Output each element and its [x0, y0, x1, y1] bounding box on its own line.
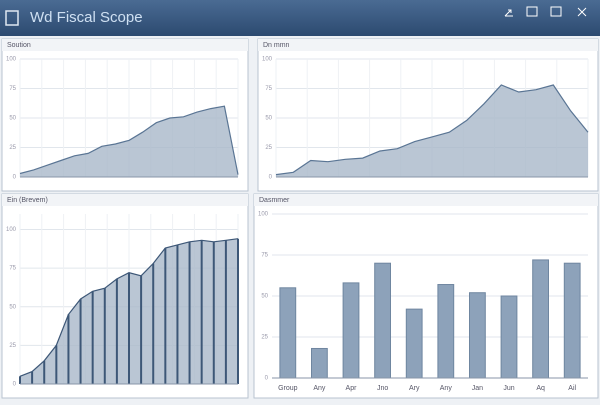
bar [279, 287, 297, 379]
y-tick-label: 0 [265, 376, 269, 382]
y-tick-label: 50 [265, 116, 272, 122]
y-tick-label: 75 [261, 253, 268, 259]
bar [469, 292, 486, 379]
x-tick-label: Ary [409, 385, 420, 392]
x-tick-label: Jan [472, 385, 483, 392]
x-tick-label: Jun [503, 385, 514, 392]
panel-title: Dn mmn [263, 42, 290, 49]
y-tick-label: 75 [9, 86, 16, 92]
y-tick-label: 100 [6, 227, 17, 233]
y-tick-label: 50 [9, 116, 16, 122]
y-tick-label: 0 [13, 175, 17, 181]
close-button[interactable] [577, 7, 587, 17]
bar [532, 259, 550, 379]
y-tick-label: 75 [9, 266, 16, 272]
bar [500, 295, 518, 379]
panel-header [2, 194, 248, 206]
panel-title: Ein (Brevem) [7, 197, 48, 204]
x-tick-label: Ail [568, 385, 576, 392]
y-tick-label: 0 [269, 175, 273, 181]
panel-header [254, 194, 598, 206]
y-tick-label: 25 [265, 145, 272, 151]
panel-header [2, 39, 248, 51]
area [20, 106, 238, 177]
x-tick-label: Aq [536, 385, 545, 392]
panels: Soution 0 25 50 75 100 Dn mmn 0 25 50 75 100 Ein (Br… [1, 38, 599, 399]
app-icon [5, 10, 19, 26]
y-tick-label: 100 [262, 57, 273, 63]
bar [374, 262, 392, 379]
y-tick-label: 100 [258, 212, 269, 218]
y-tick-label: 25 [9, 343, 16, 349]
icon-button[interactable] [550, 6, 562, 17]
x-tick-label: Apr [346, 385, 358, 392]
x-tick-label: Any [313, 385, 326, 392]
panel-title: Soution [7, 42, 31, 49]
bar [405, 308, 423, 379]
panel-header [258, 39, 598, 51]
icon-button[interactable] [526, 6, 538, 17]
y-tick-label: 75 [265, 86, 272, 92]
y-tick-label: 50 [9, 304, 16, 310]
line [19, 105, 239, 175]
icon-button[interactable] [504, 9, 513, 17]
x-tick-label: Any [440, 385, 453, 392]
y-tick-label: 100 [6, 57, 17, 63]
bar [437, 284, 455, 379]
area [276, 85, 588, 177]
header-title: Wd Fiscal Scope [30, 9, 143, 26]
line [275, 84, 589, 176]
y-tick-label: 50 [261, 294, 268, 300]
y-tick-label: 25 [261, 335, 268, 341]
y-tick-label: 25 [9, 145, 16, 151]
header-bar [0, 0, 600, 36]
y-tick-label: 0 [13, 382, 17, 388]
bar [563, 262, 581, 379]
x-tick-label: Group [278, 385, 298, 392]
x-tick-label: Jno [377, 385, 388, 392]
bar [342, 282, 360, 379]
bar [311, 347, 328, 379]
panel-title: Dasmmer [259, 197, 290, 204]
